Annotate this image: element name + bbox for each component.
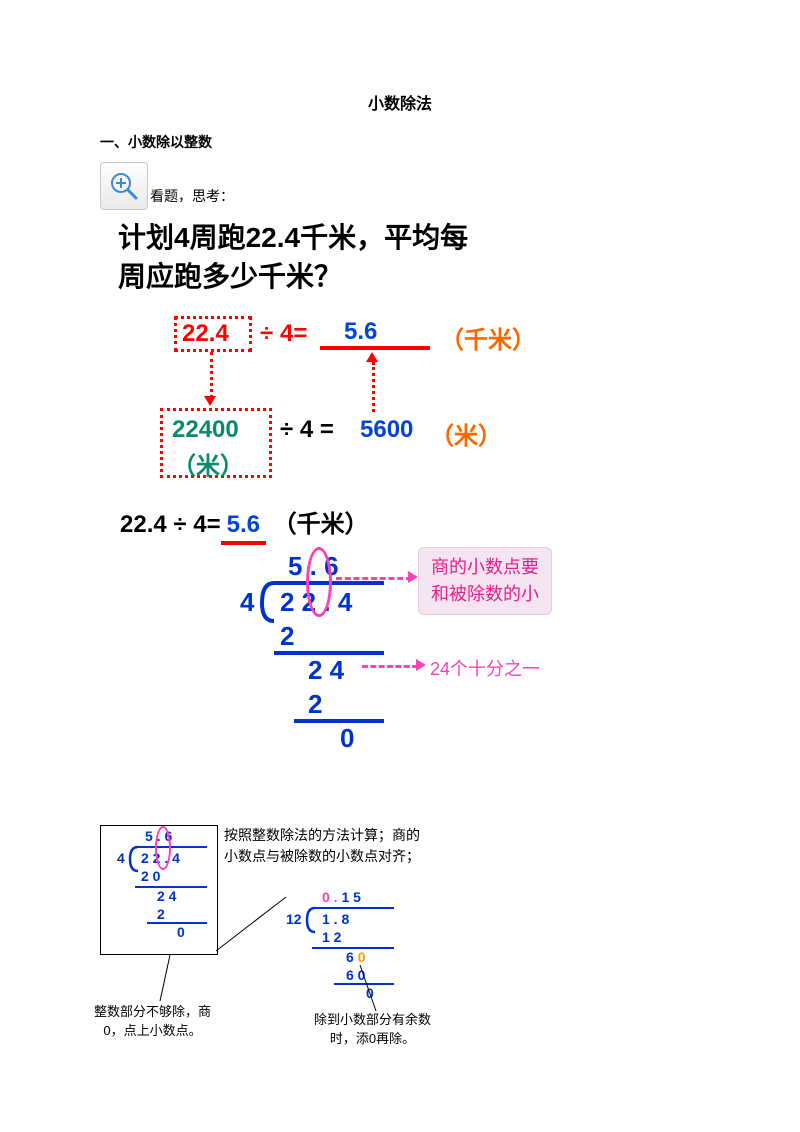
ld-divisor: 4 <box>240 587 254 618</box>
section-1-heading: 一、小数除以整数 <box>100 132 700 152</box>
division-sign: ÷ <box>260 320 273 348</box>
arrowhead-up-icon <box>366 352 378 362</box>
converted-22400: 22400 <box>172 416 239 444</box>
dividend-224: 22.4 <box>182 320 229 348</box>
arrowhead-right-pink2-icon <box>416 659 426 671</box>
decimal-alignment-oval <box>306 547 332 617</box>
ld-sub1: 2 <box>280 621 294 652</box>
red-dotted-arrow-down <box>210 352 213 398</box>
callout-l1: 商的小数点要 <box>431 557 539 577</box>
conv-unit-m2: （米） <box>430 416 502 451</box>
eq2-answer: 5.6 <box>221 511 266 545</box>
arrowhead-right-pink-icon <box>408 571 418 583</box>
magnify-label: 看题，思考： <box>150 186 234 210</box>
equation-2: 22.4 ÷ 4=5.6 （千米） <box>120 504 700 545</box>
note-b1: 除到小数部分有余数 <box>314 1012 431 1027</box>
quotient-56: 5.6 <box>344 318 377 346</box>
ld-sub2: 2 <box>308 689 322 720</box>
note-b2: 时，添0再除。 <box>330 1031 415 1046</box>
page-title: 小数除法 <box>100 90 700 114</box>
eq2-lhs: 22.4 ÷ 4= <box>120 511 221 538</box>
callout-decimal-alignment: 商的小数点要 和被除数的小 <box>418 547 552 615</box>
eq2-unit: （千米） <box>273 511 369 538</box>
arrowhead-down-icon <box>204 396 216 406</box>
magnify-row: 看题，思考： <box>100 162 700 210</box>
unit-km-1: （千米） <box>440 320 536 355</box>
note-24-tenths: 24个十分之一 <box>430 655 540 681</box>
ld-rule-2 <box>294 719 384 723</box>
conversion-stage: 22.4 ÷ 4= 5.6 （千米） 22400 （米） ÷ 4 = 5600 … <box>140 316 700 486</box>
ld-remainder: 0 <box>340 723 354 754</box>
long-division: 5 . 6 4 2 2 . 4 2 2 4 2 0 商的小数点要 和被除数的小 … <box>170 551 730 821</box>
note-a1: 整数部分不够除，商 <box>94 1004 211 1019</box>
converted-unit-m: （米） <box>172 446 244 481</box>
magnifying-glass-plus-icon <box>100 162 148 210</box>
ld-bring: 2 4 <box>308 655 344 686</box>
divisor-4: 4= <box>280 320 307 348</box>
note-a2: 0，点上小数点。 <box>103 1023 201 1038</box>
red-dotted-arrow-up <box>372 362 375 412</box>
question-line2: 周应跑多少千米？ <box>118 261 342 292</box>
note-b: 除到小数部分有余数 时，添0再除。 <box>314 1011 431 1047</box>
conv-div: ÷ 4 = <box>280 416 334 444</box>
conv-result: 5600 <box>360 416 413 444</box>
quotient-underline <box>320 346 430 350</box>
dashed-arrow-to-callout <box>336 577 412 580</box>
dashed-arrow-to-note <box>362 665 418 668</box>
note-a: 整数部分不够除，商 0，点上小数点。 <box>94 1003 211 1039</box>
question-line1: 计划4周跑22.4千米，平均每 <box>118 222 468 253</box>
bottom-row: 5 . 6 4 2 2 . 4 2 0 2 4 2 0 按照整数除法的方法计算；… <box>100 825 700 1055</box>
callout-l2: 和被除数的小 <box>431 584 539 604</box>
question-text: 计划4周跑22.4千米，平均每 周应跑多少千米？ <box>118 218 700 296</box>
division-bracket-icon <box>258 579 278 623</box>
